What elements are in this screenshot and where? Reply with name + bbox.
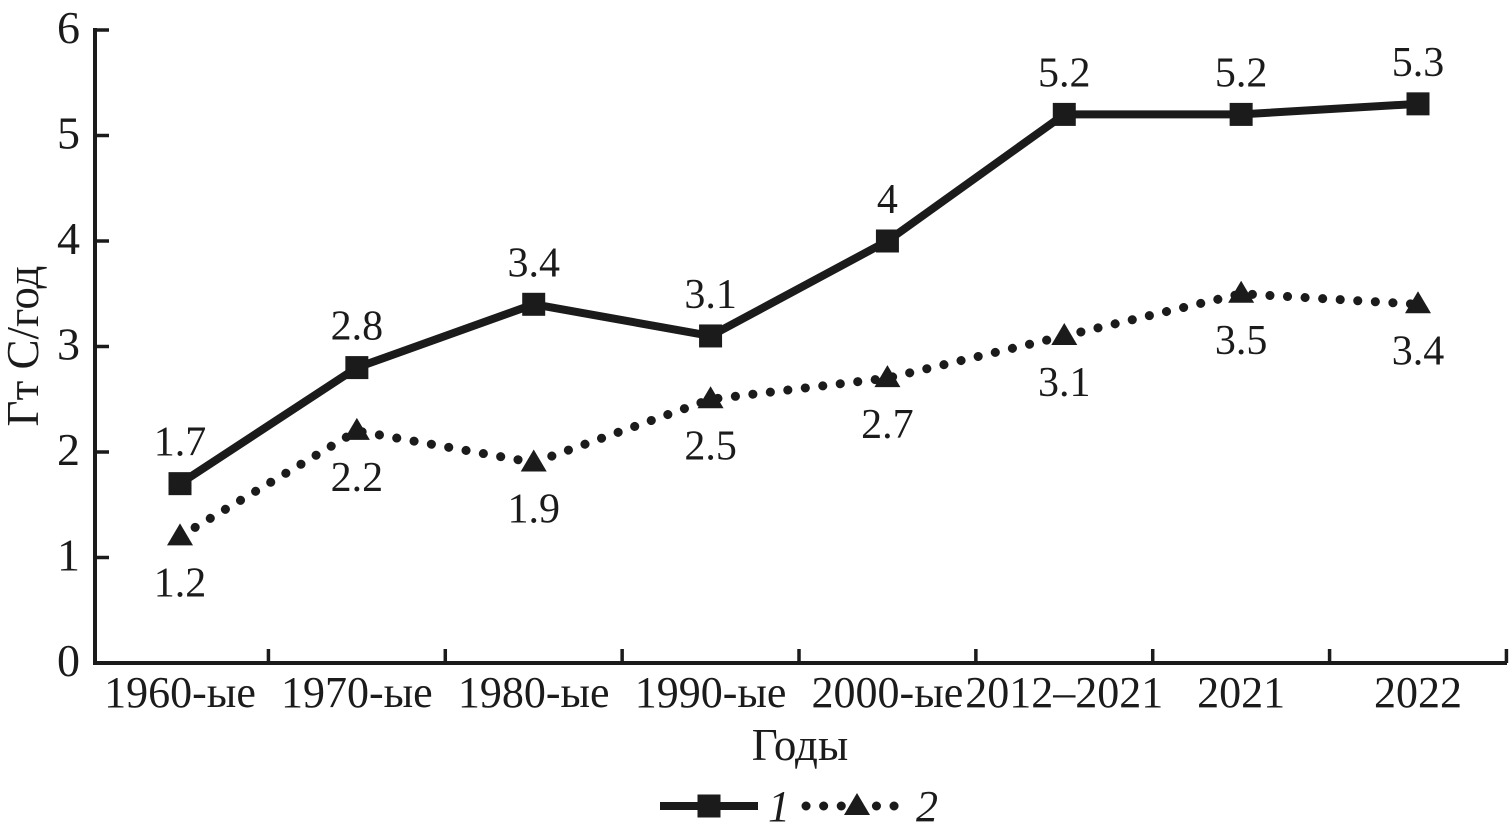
y-tick-label: 6 [57,2,80,53]
series-1-square-marker-icon [875,229,899,253]
series-1-square-marker-icon [699,324,723,348]
x-axis-title: Годы [752,720,848,770]
series-2-triangle-marker-icon [520,449,547,472]
y-axis-title: Гт С/год [0,266,48,427]
series-1-square-marker-icon [1406,92,1430,116]
series-2-point-label: 2.2 [331,455,384,501]
x-tick-label: 1990-ые [635,668,787,717]
x-tick-label: 1980-ые [458,668,610,717]
series-1-line [177,99,1419,487]
series-2-triangle-marker-icon [167,523,193,546]
series-1-square-marker-icon [1229,102,1253,126]
legend-series-2-label: 2 [916,782,938,831]
series-2-triangle-marker-icon [697,386,724,409]
series-2-triangle-marker-icon [343,417,370,440]
series-2-point-label: 2.7 [861,402,914,448]
x-tick-label: 2022 [1374,668,1462,717]
y-tick-label: 0 [57,635,80,686]
legend-series-1-label: 1 [768,782,790,831]
series-2-point-label: 1.9 [507,487,560,533]
series-1-square-marker-icon [345,356,369,380]
y-tick-label: 5 [57,108,80,159]
legend-series-2-triangle-marker-icon [844,793,870,815]
series-1-point-label: 3.4 [507,240,560,286]
axis-lines [93,28,1507,665]
series-2-point-label: 3.4 [1392,328,1445,374]
series-1-square-marker-icon [168,472,192,496]
x-tick-label: 2000-ые [812,668,964,717]
y-tick-label: 2 [57,424,80,475]
series-1-point-label: 5.2 [1215,50,1268,96]
series-2-triangle-marker-icon [1404,291,1431,314]
x-tick-label: 1960-ые [104,668,256,717]
series-1-point-label: 5.3 [1392,40,1445,86]
series-2-point-label: 3.5 [1215,318,1268,364]
legend-series-1-square-marker-icon [697,794,721,818]
y-tick-label: 3 [57,319,80,370]
x-tick-label: 1970-ые [281,668,433,717]
legend: 1 2 [660,782,938,831]
series-2-point-label: 1.2 [154,560,207,606]
series-1-square-marker-icon [1052,102,1076,126]
series-2-point-label: 2.5 [684,423,737,469]
y-tick-label: 1 [57,530,80,581]
plot-area: 0 1 2 3 4 5 6 1960-ые 1970-ые 1980-ые 1990-ые 2000-… [57,2,1509,717]
series-1-point-label: 2.8 [331,304,384,350]
y-tick-label: 4 [57,213,80,264]
series-1-point-label: 4 [877,177,898,223]
series-1-square-marker-icon [522,292,546,316]
x-tick-label: 2012–2021 [965,668,1163,717]
series-2-triangle-marker-icon [1228,280,1255,303]
series-2-point-label: 3.1 [1038,360,1091,406]
series-2-triangle-marker-icon [874,365,901,388]
series-1-point-label: 3.1 [684,272,737,318]
series-2-triangle-marker-icon [1051,322,1078,345]
x-tick-label: 2021 [1197,668,1285,717]
series-1-point-label: 5.2 [1038,50,1091,96]
series-1-point-label: 1.7 [154,420,207,466]
